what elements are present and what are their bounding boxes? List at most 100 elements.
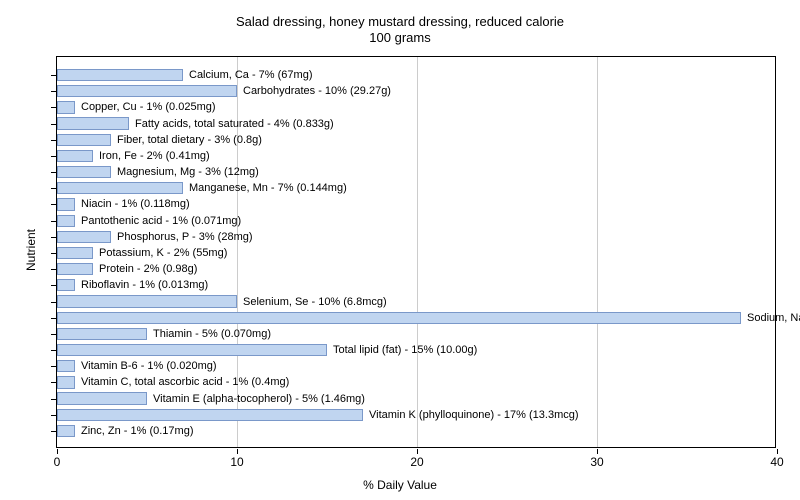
bar-row: Vitamin K (phylloquinone) - 17% (13.3mcg… — [57, 407, 775, 423]
bar-row: Phosphorus, P - 3% (28mg) — [57, 229, 775, 245]
bar-row: Thiamin - 5% (0.070mg) — [57, 326, 775, 342]
x-tick — [57, 449, 58, 454]
bar-row: Copper, Cu - 1% (0.025mg) — [57, 99, 775, 115]
bar — [57, 328, 147, 340]
bar-label: Carbohydrates - 10% (29.27g) — [243, 85, 391, 97]
bar — [57, 360, 75, 372]
bar-label: Protein - 2% (0.98g) — [99, 263, 197, 275]
bar-row: Iron, Fe - 2% (0.41mg) — [57, 148, 775, 164]
x-tick — [597, 449, 598, 454]
bar-label: Niacin - 1% (0.118mg) — [81, 198, 190, 210]
bar-label: Vitamin E (alpha-tocopherol) - 5% (1.46m… — [153, 393, 365, 405]
bar — [57, 263, 93, 275]
bar-label: Calcium, Ca - 7% (67mg) — [189, 69, 312, 81]
y-tick — [51, 382, 56, 383]
bar-label: Total lipid (fat) - 15% (10.00g) — [333, 344, 477, 356]
bar-label: Iron, Fe - 2% (0.41mg) — [99, 150, 210, 162]
bar — [57, 134, 111, 146]
y-tick — [51, 431, 56, 432]
bar — [57, 117, 129, 129]
bar-row: Manganese, Mn - 7% (0.144mg) — [57, 180, 775, 196]
chart-title: Salad dressing, honey mustard dressing, … — [0, 14, 800, 47]
bar-row: Protein - 2% (0.98g) — [57, 261, 775, 277]
x-axis-label: % Daily Value — [0, 478, 800, 492]
bar-row: Vitamin E (alpha-tocopherol) - 5% (1.46m… — [57, 390, 775, 406]
bar — [57, 247, 93, 259]
y-tick — [51, 366, 56, 367]
bar — [57, 85, 237, 97]
y-tick — [51, 253, 56, 254]
bar-row: Selenium, Se - 10% (6.8mcg) — [57, 293, 775, 309]
bar — [57, 425, 75, 437]
bar — [57, 312, 741, 324]
bar-label: Fiber, total dietary - 3% (0.8g) — [117, 134, 262, 146]
bar-row: Total lipid (fat) - 15% (10.00g) — [57, 342, 775, 358]
bar — [57, 101, 75, 113]
bar-label: Phosphorus, P - 3% (28mg) — [117, 231, 253, 243]
bar-row: Niacin - 1% (0.118mg) — [57, 196, 775, 212]
x-tick-label: 10 — [230, 455, 243, 469]
bar-row: Riboflavin - 1% (0.013mg) — [57, 277, 775, 293]
bar — [57, 409, 363, 421]
bar-label: Magnesium, Mg - 3% (12mg) — [117, 166, 259, 178]
bar-row: Magnesium, Mg - 3% (12mg) — [57, 164, 775, 180]
y-tick — [51, 269, 56, 270]
bar — [57, 295, 237, 307]
bar-label: Fatty acids, total saturated - 4% (0.833… — [135, 118, 334, 130]
y-tick — [51, 107, 56, 108]
y-tick — [51, 318, 56, 319]
bar — [57, 376, 75, 388]
bar-label: Zinc, Zn - 1% (0.17mg) — [81, 425, 193, 437]
bar — [57, 166, 111, 178]
bar — [57, 150, 93, 162]
bar-row: Calcium, Ca - 7% (67mg) — [57, 67, 775, 83]
y-tick — [51, 140, 56, 141]
chart-title-line1: Salad dressing, honey mustard dressing, … — [0, 14, 800, 30]
bar-row: Fiber, total dietary - 3% (0.8g) — [57, 132, 775, 148]
x-tick-label: 20 — [410, 455, 423, 469]
bar — [57, 198, 75, 210]
bar — [57, 231, 111, 243]
x-tick-label: 0 — [54, 455, 61, 469]
x-tick — [417, 449, 418, 454]
nutrient-chart: Salad dressing, honey mustard dressing, … — [0, 0, 800, 500]
y-tick — [51, 172, 56, 173]
bar-label: Manganese, Mn - 7% (0.144mg) — [189, 182, 347, 194]
x-tick — [237, 449, 238, 454]
x-tick-label: 40 — [770, 455, 783, 469]
y-axis-label: Nutrient — [24, 229, 38, 271]
y-tick — [51, 237, 56, 238]
bar — [57, 69, 183, 81]
bar — [57, 279, 75, 291]
y-tick — [51, 350, 56, 351]
bar-row: Vitamin C, total ascorbic acid - 1% (0.4… — [57, 374, 775, 390]
y-tick — [51, 334, 56, 335]
bar — [57, 344, 327, 356]
bar — [57, 392, 147, 404]
bar-row: Carbohydrates - 10% (29.27g) — [57, 83, 775, 99]
bar-label: Pantothenic acid - 1% (0.071mg) — [81, 215, 241, 227]
y-tick — [51, 124, 56, 125]
bar-label: Vitamin K (phylloquinone) - 17% (13.3mcg… — [369, 409, 579, 421]
chart-title-line2: 100 grams — [0, 30, 800, 46]
y-tick — [51, 221, 56, 222]
y-tick — [51, 75, 56, 76]
y-tick — [51, 415, 56, 416]
bar — [57, 182, 183, 194]
bar-row: Potassium, K - 2% (55mg) — [57, 245, 775, 261]
bar-label: Potassium, K - 2% (55mg) — [99, 247, 227, 259]
y-tick — [51, 156, 56, 157]
bar-label: Vitamin C, total ascorbic acid - 1% (0.4… — [81, 376, 289, 388]
bar-row: Fatty acids, total saturated - 4% (0.833… — [57, 116, 775, 132]
bar — [57, 215, 75, 227]
y-tick — [51, 188, 56, 189]
bar-label: Riboflavin - 1% (0.013mg) — [81, 279, 208, 291]
bar-label: Vitamin B-6 - 1% (0.020mg) — [81, 360, 217, 372]
x-tick — [777, 449, 778, 454]
bar-row: Zinc, Zn - 1% (0.17mg) — [57, 423, 775, 439]
bar-row: Pantothenic acid - 1% (0.071mg) — [57, 213, 775, 229]
bar-row: Sodium, Na - 38% (900mg) — [57, 310, 775, 326]
bar-label: Copper, Cu - 1% (0.025mg) — [81, 101, 216, 113]
bar-row: Vitamin B-6 - 1% (0.020mg) — [57, 358, 775, 374]
bar-label: Thiamin - 5% (0.070mg) — [153, 328, 271, 340]
